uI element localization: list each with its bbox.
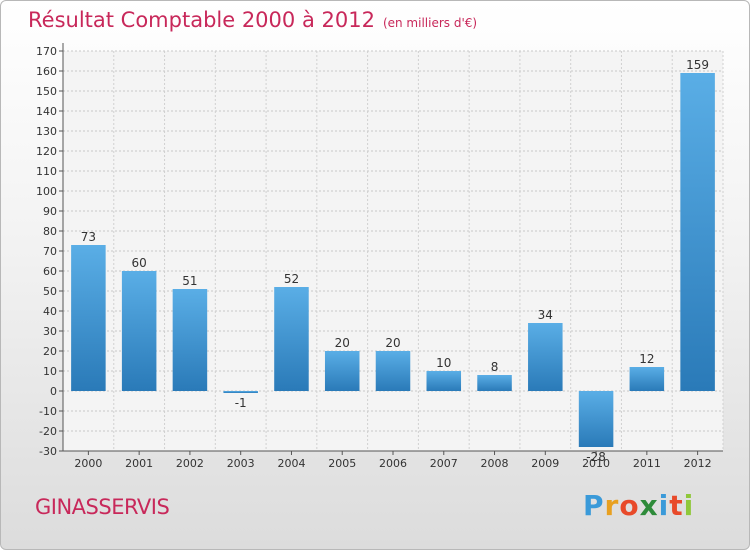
y-tick-label: 160	[36, 65, 57, 78]
x-tick-label: 2004	[277, 457, 305, 470]
x-tick-label: 2000	[74, 457, 102, 470]
data-label: 51	[182, 274, 197, 288]
data-label: -28	[586, 450, 606, 464]
bar	[528, 323, 563, 391]
data-label: 20	[385, 336, 400, 350]
y-tick-label: 140	[36, 105, 57, 118]
logo-letter: t	[669, 489, 684, 522]
bar	[680, 73, 715, 391]
data-label: 159	[686, 58, 709, 72]
y-tick-label: 40	[43, 305, 57, 318]
bar	[375, 351, 411, 391]
y-tick-label: -10	[39, 405, 57, 418]
y-tick-label: 80	[43, 225, 57, 238]
y-tick-label: 150	[36, 85, 57, 98]
subtitle-text: (en milliers d'€)	[382, 16, 478, 30]
commune-name: GINASSERVIS	[35, 495, 170, 519]
x-tick-label: 2012	[684, 457, 712, 470]
y-tick-label: 120	[36, 145, 57, 158]
bar	[274, 287, 309, 391]
x-tick-label: 2011	[633, 457, 661, 470]
title-text: Résultat Comptable 2000 à 2012	[28, 8, 375, 32]
x-tick-label: 2003	[227, 457, 255, 470]
data-label: 73	[81, 230, 96, 244]
x-tick-label: 2002	[176, 457, 204, 470]
bar	[121, 271, 157, 391]
logo-letter: o	[619, 489, 640, 522]
x-tick-label: 2009	[531, 457, 559, 470]
y-tick-label: 10	[43, 365, 57, 378]
y-tick-label: 100	[36, 185, 57, 198]
x-tick-label: 2008	[481, 457, 509, 470]
logo-letter: i	[658, 489, 670, 522]
data-label: 20	[335, 336, 350, 350]
logo-letter: x	[639, 489, 659, 522]
x-tick-label: 2005	[328, 457, 356, 470]
y-tick-label: 130	[36, 125, 57, 138]
logo-letter: P	[583, 489, 605, 522]
y-tick-label: -30	[39, 445, 57, 458]
y-tick-label: 90	[43, 205, 57, 218]
y-tick-label: 0	[50, 385, 57, 398]
logo-letter: r	[604, 489, 620, 522]
y-tick-label: 110	[36, 165, 57, 178]
y-tick-label: 70	[43, 245, 57, 258]
data-label: 12	[639, 352, 654, 366]
y-tick-label: 60	[43, 265, 57, 278]
y-tick-label: -20	[39, 425, 57, 438]
logo-letter: i	[683, 489, 695, 522]
bar	[426, 371, 462, 391]
data-label: 52	[284, 272, 299, 286]
y-tick-label: 20	[43, 345, 57, 358]
data-label: -1	[235, 396, 247, 410]
data-label: 10	[436, 356, 451, 370]
x-tick-label: 2001	[125, 457, 153, 470]
x-tick-label: 2007	[430, 457, 458, 470]
chart-title: Résultat Comptable 2000 à 2012 (en millie…	[28, 8, 477, 32]
x-tick-label: 2006	[379, 457, 407, 470]
bar	[71, 245, 106, 391]
y-tick-label: 170	[36, 45, 57, 58]
bar	[324, 351, 360, 391]
data-label: 8	[491, 360, 499, 374]
y-tick-label: 50	[43, 285, 57, 298]
data-label: 60	[132, 256, 147, 270]
bar	[223, 391, 258, 393]
bar	[477, 375, 512, 391]
bar	[172, 289, 208, 391]
data-label: 34	[538, 308, 553, 322]
x-tick-label: 2010	[582, 457, 610, 470]
y-tick-label: 30	[43, 325, 57, 338]
bar	[578, 391, 614, 447]
proxiti-logo: Proxiti	[583, 489, 694, 522]
bar	[629, 367, 665, 391]
